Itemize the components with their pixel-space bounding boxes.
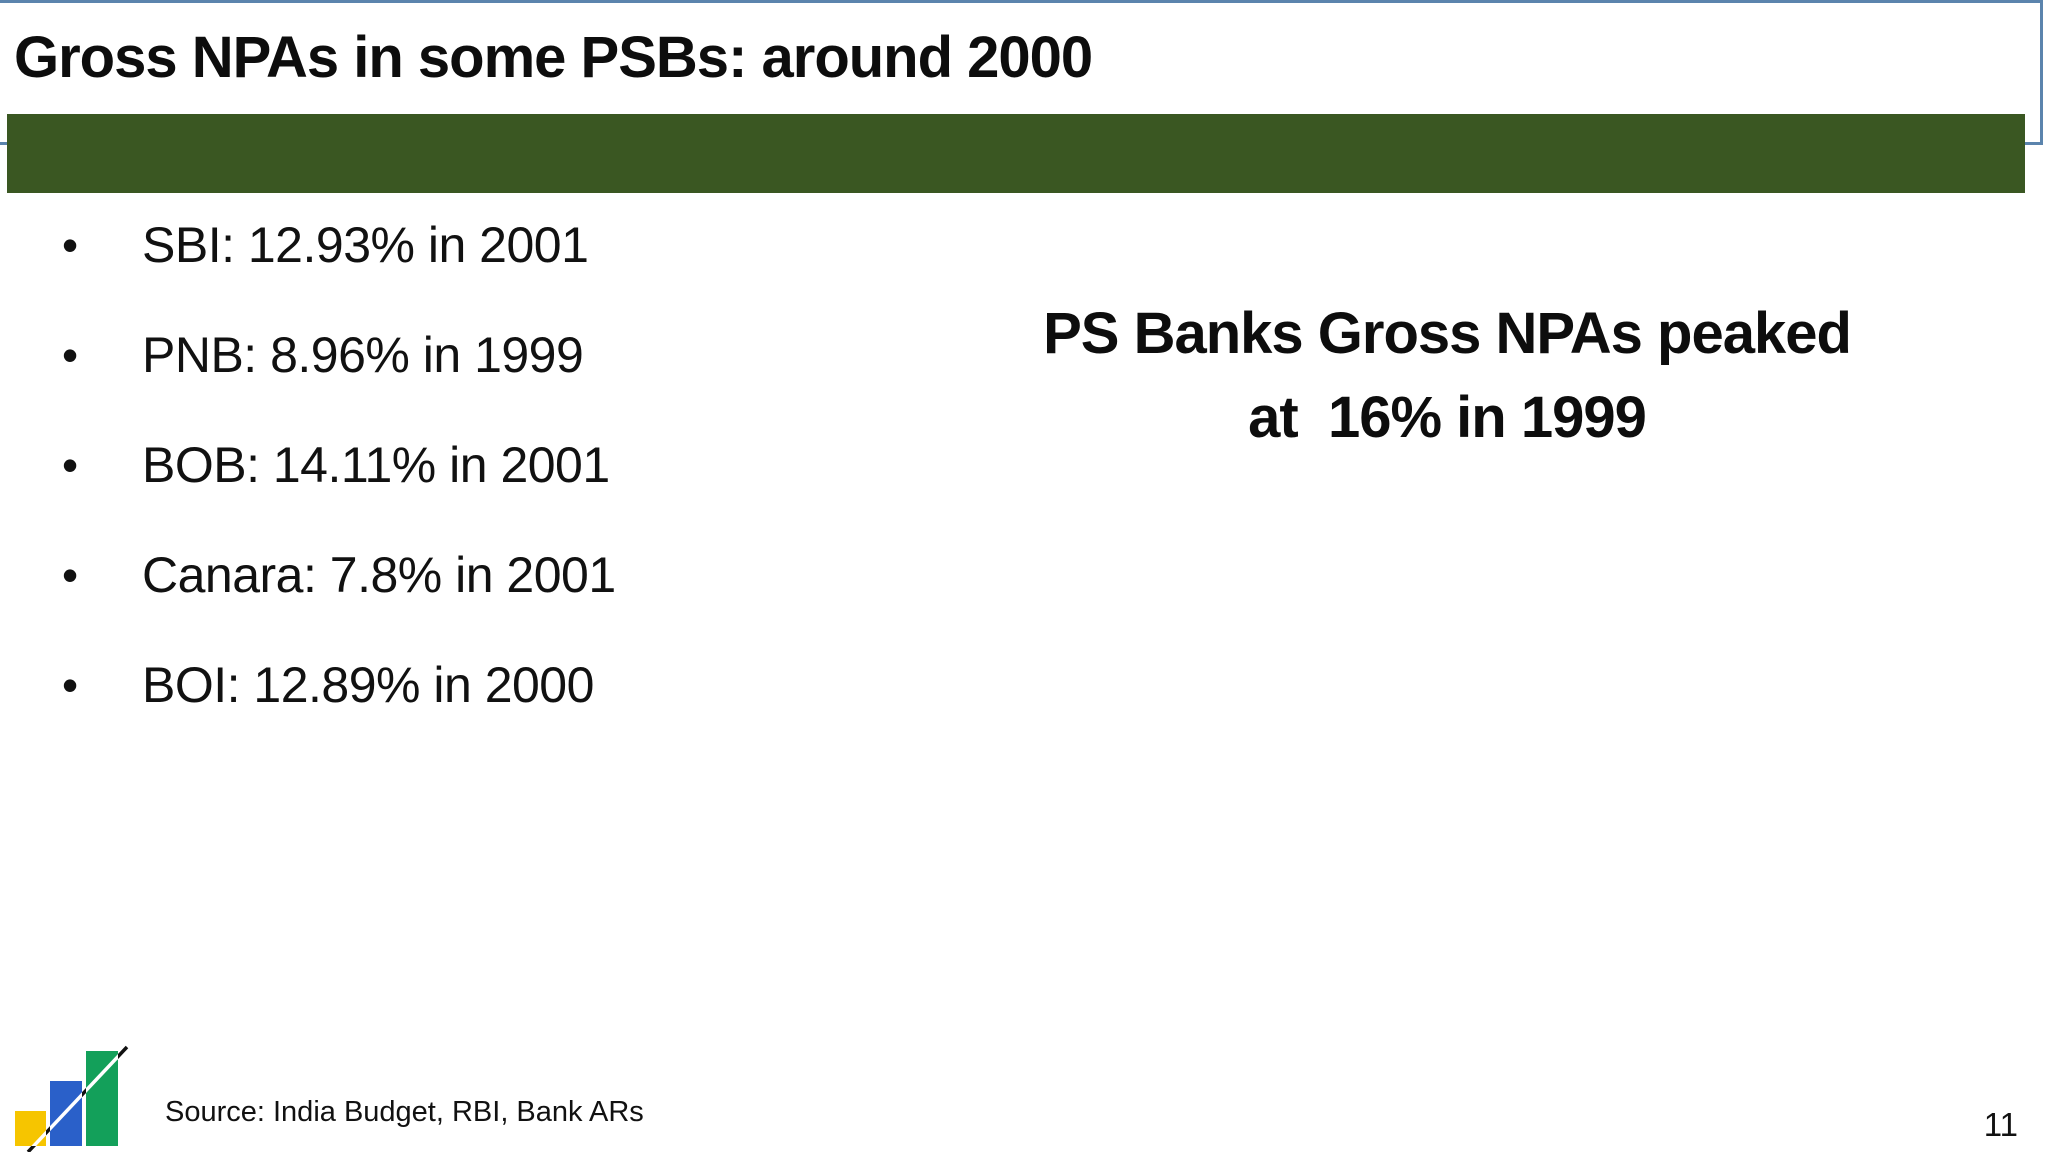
page-number: 11 [1983,1106,2018,1143]
growth-bar-chart-logo-icon [15,1045,129,1152]
bullet-item: BOI: 12.89% in 2000 [60,655,616,715]
source-citation: Source: India Budget, RBI, Bank ARs [165,1096,644,1128]
callout-line-1: PS Banks Gross NPAs peaked [1043,301,1852,366]
bullet-list: SBI: 12.93% in 2001 PNB: 8.96% in 1999 B… [60,215,616,765]
bullet-item: BOB: 14.11% in 2001 [60,435,616,495]
bullet-item: Canara: 7.8% in 2001 [60,545,616,605]
slide-title: Gross NPAs in some PSBs: around 2000 [14,25,1093,90]
bullet-item: PNB: 8.96% in 1999 [60,325,616,385]
callout-text: PS Banks Gross NPAs peaked at 16% in 199… [847,292,2047,460]
bullet-item: SBI: 12.93% in 2001 [60,215,616,275]
header-green-bar [7,114,2025,193]
callout-line-2: at 16% in 1999 [1248,385,1647,450]
